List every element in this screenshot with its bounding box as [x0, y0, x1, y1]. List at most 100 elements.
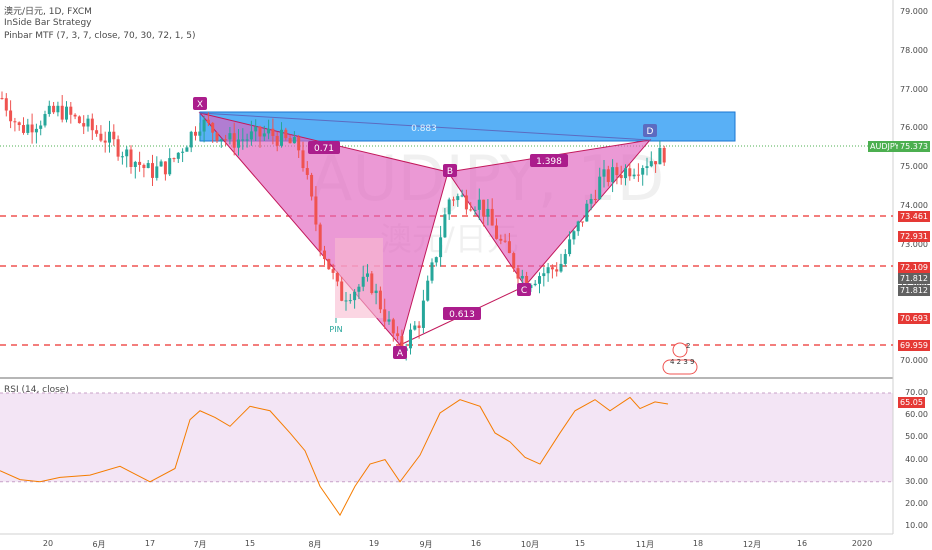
rsi-tick-label: 60.00: [905, 410, 928, 420]
price-tag: 71.812: [898, 273, 930, 284]
svg-text:1.398: 1.398: [536, 157, 562, 167]
candle-body: [176, 152, 180, 159]
candle-body: [301, 150, 305, 169]
ratio-abc-label: 0.613: [443, 307, 481, 320]
candle-body: [292, 137, 296, 144]
price-tick-label: 79.000: [900, 7, 928, 16]
candle-body: [503, 240, 507, 242]
candle-body: [133, 161, 137, 167]
price-tag: 72.109: [898, 262, 930, 273]
candle-body: [331, 269, 335, 273]
candle-body: [632, 174, 636, 177]
candle-body: [206, 119, 210, 123]
candle-body: [129, 149, 133, 167]
candle-body: [116, 139, 120, 157]
event-group-icon: [662, 359, 698, 375]
candle-body: [400, 336, 404, 351]
candle-body: [237, 139, 240, 148]
candle-body: [576, 221, 580, 232]
indicator-legend-pinbar[interactable]: Pinbar MTF (7, 3, 7, close, 70, 30, 72, …: [4, 31, 196, 41]
price-tag: 72.931: [898, 231, 930, 242]
candle-body: [430, 262, 434, 281]
rsi-band: [0, 393, 893, 482]
candle-body: [172, 158, 176, 160]
candle-body: [460, 195, 464, 197]
candle-body: [443, 214, 447, 238]
candle-body: [4, 98, 8, 111]
rsi-tick-label: 40.00: [905, 454, 928, 464]
pin-label: PIN: [329, 325, 342, 334]
time-tick-label: 20: [42, 539, 54, 548]
candle-body: [13, 121, 17, 123]
candle-body: [361, 276, 365, 287]
candle-body: [555, 269, 559, 272]
candle-body: [383, 309, 387, 322]
time-tick-label: 2020: [851, 539, 873, 548]
event-circle-icon: [672, 342, 688, 358]
time-tick-label: 15: [574, 539, 586, 548]
candle-body: [146, 163, 150, 169]
time-tick-label: 16: [796, 539, 808, 548]
candle-body: [469, 209, 473, 211]
pin-highlight: [335, 238, 383, 318]
candle-body: [447, 199, 451, 215]
candle-body: [267, 128, 271, 134]
candle-body: [490, 208, 494, 226]
candle-body: [228, 133, 232, 140]
svg-text:X: X: [197, 100, 203, 110]
svg-text:C: C: [521, 286, 527, 296]
rsi-value-tag: 65.05: [898, 397, 925, 408]
price-tag: 70.693: [898, 313, 930, 324]
candle-body: [189, 131, 193, 148]
candle-body: [30, 124, 34, 133]
candle-body: [43, 114, 47, 126]
candle-body: [542, 273, 546, 277]
candle-body: [275, 135, 279, 146]
candle-body: [198, 131, 202, 136]
candle-body: [499, 238, 503, 241]
candle-body: [456, 196, 460, 201]
indicator-legend-inside-bar[interactable]: InSide Bar Strategy: [4, 18, 92, 28]
time-tick-label: 18: [692, 539, 704, 548]
candle-body: [73, 114, 77, 117]
svg-text:D: D: [647, 127, 654, 137]
candle-body: [391, 319, 395, 334]
candle-body: [185, 147, 189, 152]
rsi-line: [0, 396, 669, 517]
candle-body: [568, 239, 572, 255]
candle-body: [649, 161, 653, 167]
rsi-legend[interactable]: RSI (14, close): [4, 385, 69, 395]
rsi-tick-label: 20.00: [905, 499, 928, 508]
rsi-tick-label: 50.00: [905, 432, 928, 442]
candle-body: [305, 168, 309, 175]
time-tick-label: 16: [470, 539, 482, 548]
candle-body: [82, 123, 86, 127]
candle-body: [327, 259, 331, 270]
candle-body: [409, 329, 412, 349]
candles-group: [0, 91, 666, 361]
candle-body: [314, 196, 318, 225]
candle-body: [202, 119, 206, 132]
candle-body: [572, 231, 576, 240]
candle-body: [482, 199, 486, 217]
candle-body: [473, 209, 477, 211]
time-tick-label: 10月: [520, 540, 540, 549]
candle-body: [512, 253, 516, 269]
candle-body: [417, 325, 421, 328]
event-count: 2: [686, 342, 690, 350]
candle-body: [224, 139, 228, 141]
symbol-legend[interactable]: 澳元/日元, 1D, FXCM: [4, 7, 92, 17]
candle-body: [645, 166, 649, 169]
candle-body: [60, 105, 64, 120]
candle-body: [52, 105, 56, 113]
candle-body: [99, 133, 103, 141]
candle-body: [606, 169, 610, 182]
point-d-label: D: [643, 124, 657, 137]
candle-body: [344, 300, 348, 302]
candle-body: [340, 281, 344, 301]
candle-body: [452, 199, 455, 201]
candle-body: [550, 267, 554, 270]
candle-body: [194, 131, 197, 136]
candle-body: [9, 110, 13, 122]
